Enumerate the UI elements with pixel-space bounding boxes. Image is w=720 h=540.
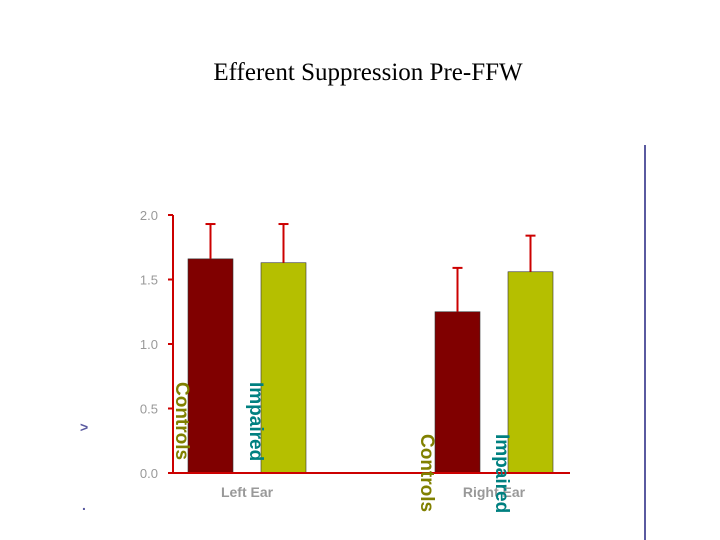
edge-glyph-top: >: [80, 419, 88, 435]
bar-controls-1: [187, 258, 234, 474]
y-tick-label: 0.5: [140, 402, 158, 417]
series-label-controls-1: Controls: [171, 382, 192, 460]
bar-labels: Controls Impaired Controls Impaired: [171, 382, 512, 513]
x-labels: Left Ear Right Ear: [221, 484, 526, 500]
x-category-label: Left Ear: [221, 484, 274, 500]
y-tick-label: 0.0: [140, 466, 158, 481]
bar-controls-2: [434, 311, 481, 474]
bar-impaired-2: [507, 271, 554, 474]
y-tick-label: 1.0: [140, 337, 158, 352]
y-tick-label: 2.0: [140, 208, 158, 223]
series-label-impaired-1: Impaired: [245, 382, 266, 461]
chart-title: Efferent Suppression Pre-FFW: [213, 59, 523, 86]
y-tick-label: 1.5: [140, 273, 158, 288]
bar-impaired-1: [260, 262, 307, 474]
plot-area: [187, 223, 554, 474]
edge-glyph-bottom: .: [82, 497, 86, 513]
series-label-impaired-2: Impaired: [491, 434, 512, 513]
y-ticks: 0.0 0.5 1.0 1.5 2.0: [140, 208, 173, 481]
series-label-controls-2: Controls: [416, 434, 437, 512]
x-category-label: Right Ear: [463, 484, 526, 500]
